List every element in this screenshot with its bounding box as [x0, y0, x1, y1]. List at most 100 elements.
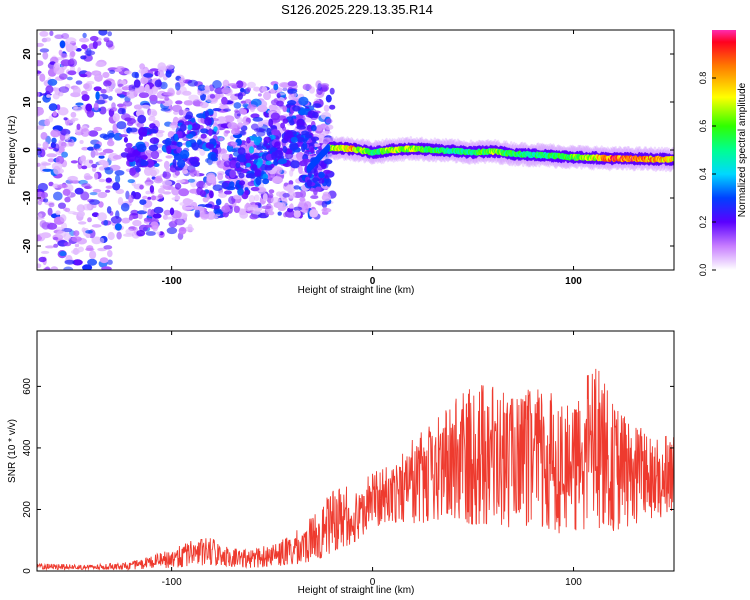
- heatmap-cell: [158, 187, 165, 194]
- heatmap-cell: [103, 167, 111, 171]
- heatmap-cell: [206, 174, 217, 184]
- heatmap-cell: [81, 44, 88, 50]
- heatmap-cell: [85, 185, 93, 190]
- heatmap-cell: [87, 217, 92, 223]
- heatmap-cell: [121, 86, 129, 91]
- heatmap-cell: [302, 158, 311, 163]
- heatmap-cell: [184, 121, 193, 126]
- heatmap-cell: [302, 83, 312, 91]
- heatmap-cell: [273, 83, 279, 91]
- heatmap-cell: [229, 169, 237, 179]
- heatmap-cell: [106, 206, 112, 214]
- heatmap-cell: [229, 159, 237, 169]
- y-tick-label: -20: [22, 238, 33, 253]
- y-tick-label: 0: [22, 147, 33, 153]
- heatmap-cell: [160, 108, 171, 112]
- snr-y-label: SNR (10 * v/v): [7, 419, 18, 483]
- heatmap-cell: [159, 65, 169, 70]
- heatmap-cell: [98, 155, 105, 159]
- heatmap-cell: [128, 215, 133, 221]
- heatmap-cell: [299, 197, 306, 202]
- heatmap-cell: [174, 133, 179, 142]
- heatmap-cell: [274, 106, 285, 110]
- heatmap-cell: [276, 92, 281, 99]
- heatmap-cell: [79, 37, 90, 43]
- heatmap-cell: [246, 137, 251, 144]
- heatmap-cell: [120, 152, 129, 158]
- heatmap-cell: [94, 172, 99, 180]
- heatmap-cell: [148, 108, 157, 118]
- heatmap-cell: [290, 136, 298, 143]
- y-tick-label: 10: [22, 96, 33, 108]
- heatmap-cell: [192, 123, 201, 131]
- heatmap-cell: [99, 257, 109, 264]
- heatmap-cell: [237, 92, 243, 100]
- heatmap-cell: [187, 124, 193, 131]
- heatmap-cell: [119, 94, 126, 99]
- heatmap-cell: [88, 130, 99, 137]
- heatmap-cell: [174, 182, 182, 190]
- heatmap-cell: [59, 250, 67, 257]
- heatmap-cell: [87, 258, 98, 266]
- heatmap-cell: [37, 263, 42, 269]
- heatmap-cell: [121, 217, 131, 224]
- heatmap-cell: [43, 198, 49, 203]
- heatmap-cell: [155, 175, 163, 182]
- colorbar-label: Normalized spectral amplitude: [737, 82, 748, 217]
- heatmap-cell: [143, 73, 154, 78]
- heatmap-cell: [112, 182, 121, 191]
- heatmap-cell: [251, 164, 258, 171]
- heatmap-cell: [63, 266, 74, 270]
- heatmap-cell: [310, 147, 315, 154]
- heatmap-cell: [53, 191, 63, 201]
- heatmap-cell: [187, 224, 193, 231]
- heatmap-cell: [208, 128, 213, 137]
- heatmap-cell: [56, 230, 67, 238]
- heatmap-cell: [185, 133, 194, 139]
- heatmap-cell: [170, 121, 177, 126]
- heatmap-cell: [289, 142, 299, 151]
- heatmap-cell: [164, 216, 174, 220]
- heatmap-cell: [98, 159, 107, 166]
- heatmap-cell: [93, 143, 101, 149]
- heatmap-cell: [192, 206, 201, 211]
- heatmap-cell: [37, 162, 41, 167]
- heatmap-cell: [277, 211, 282, 216]
- heatmap-cell: [99, 237, 105, 244]
- heatmap-cell: [123, 136, 128, 143]
- heatmap-cell: [152, 213, 162, 219]
- heatmap-cell: [82, 32, 87, 39]
- heatmap-cell: [287, 100, 297, 106]
- heatmap-cell: [86, 110, 95, 118]
- heatmap-cell: [53, 148, 59, 152]
- heatmap-cell: [76, 123, 81, 130]
- heatmap-cell: [313, 168, 318, 177]
- heatmap-cell: [45, 245, 55, 249]
- heatmap-cell: [52, 110, 57, 117]
- heatmap-cell: [91, 236, 102, 245]
- heatmap-cell: [111, 102, 116, 109]
- heatmap-cell: [102, 148, 114, 154]
- heatmap-cell: [105, 189, 111, 193]
- heatmap-cell: [143, 167, 153, 176]
- heatmap-cell: [99, 152, 107, 156]
- heatmap-cell: [72, 259, 83, 266]
- heatmap-cell: [127, 179, 135, 184]
- heatmap-cell: [162, 180, 173, 187]
- heatmap-cell: [221, 205, 231, 213]
- heatmap-cell: [163, 92, 174, 96]
- heatmap-cell: [187, 79, 198, 87]
- heatmap-cell: [318, 160, 324, 167]
- heatmap-cell: [171, 197, 180, 201]
- heatmap-cell: [134, 167, 142, 173]
- heatmap-cell: [321, 193, 332, 202]
- heatmap-cell: [190, 117, 196, 123]
- heatmap-cell: [232, 194, 242, 200]
- heatmap-cell: [238, 180, 246, 186]
- heatmap-cell: [266, 127, 272, 137]
- heatmap-cell: [233, 205, 240, 213]
- heatmap-cell: [51, 137, 57, 144]
- heatmap-cell: [323, 130, 332, 135]
- heatmap-cell: [78, 156, 86, 165]
- heatmap-cell: [197, 139, 202, 145]
